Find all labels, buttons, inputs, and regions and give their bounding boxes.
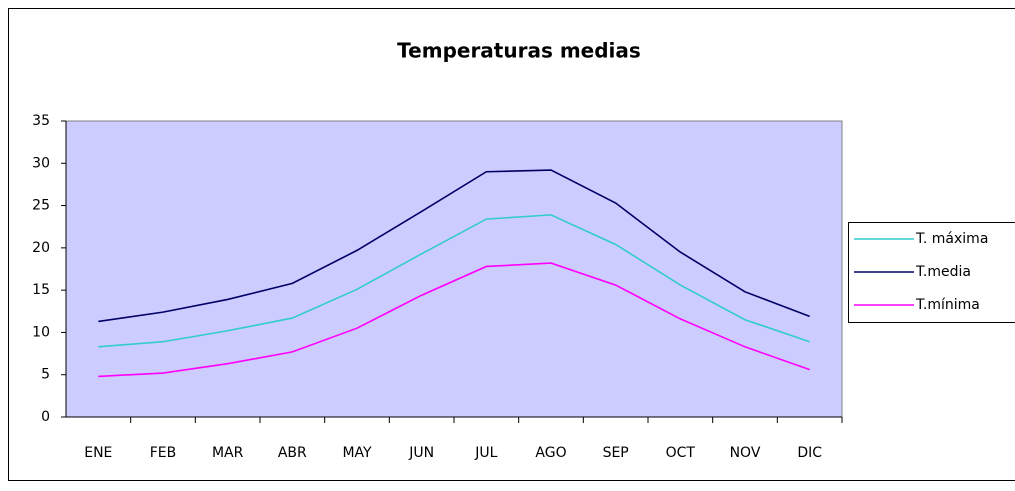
x-tick-label: MAY [342, 445, 372, 461]
series-line [98, 214, 810, 348]
legend-label: T.media [915, 264, 971, 280]
y-tick-label: 35 [32, 113, 50, 129]
y-tick-label: 20 [32, 240, 50, 256]
legend-label: T.mínima [915, 297, 980, 313]
x-tick-label: ABR [278, 445, 307, 461]
x-tick-label: MAR [212, 445, 244, 461]
x-tick-label: JUL [474, 445, 497, 461]
x-tick-label: OCT [666, 445, 696, 461]
plot-area [65, 120, 843, 418]
x-tick-label: NOV [730, 445, 761, 461]
x-tick-label: SEP [603, 445, 629, 461]
y-tick-label: 5 [41, 367, 50, 383]
x-tick-label: DIC [797, 445, 822, 461]
y-tick-label: 10 [32, 324, 50, 340]
y-tick-label: 0 [41, 409, 50, 425]
series-line [98, 262, 810, 378]
y-tick-label: 30 [32, 155, 50, 171]
x-tick-label: AGO [535, 445, 566, 461]
y-tick-label: 15 [32, 282, 50, 298]
x-tick-label: JUN [408, 445, 434, 461]
chart-title: Temperaturas medias [397, 39, 641, 63]
x-tick-label: ENE [84, 445, 112, 461]
series-line [98, 169, 810, 323]
legend-label: T. máxima [915, 231, 988, 247]
x-tick-label: FEB [150, 445, 177, 461]
y-tick-label: 25 [32, 198, 50, 214]
